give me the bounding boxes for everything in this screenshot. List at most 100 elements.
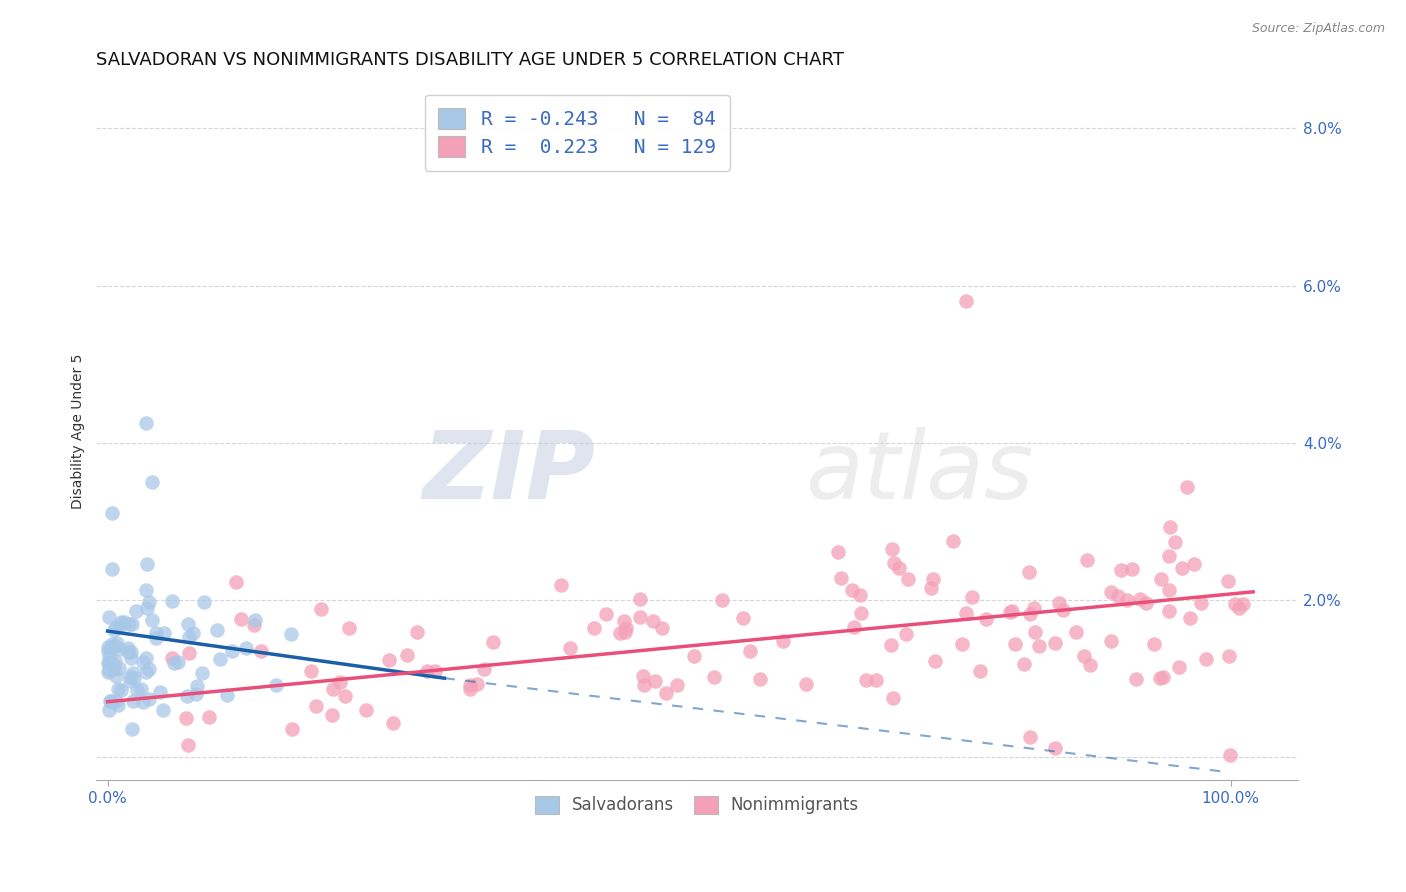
Point (1182, 557, 1205, 571)
Point (301, 665, 323, 679)
Point (243, 613, 266, 627)
Point (682, 648, 704, 663)
Point (108, 660, 131, 674)
Point (969, 665, 991, 679)
Point (243, 618, 266, 632)
Point (1019, 731, 1042, 745)
Point (711, 593, 734, 607)
Point (827, 545, 849, 559)
Point (1135, 596, 1157, 610)
Point (120, 651, 142, 665)
Point (129, 681, 152, 696)
Point (97, 665, 120, 680)
Point (467, 676, 489, 690)
Point (98, 703, 121, 717)
Point (974, 612, 997, 626)
Point (186, 679, 208, 693)
Point (1191, 596, 1213, 610)
Point (100, 636, 122, 650)
Point (644, 673, 666, 688)
Point (305, 699, 328, 714)
Point (941, 534, 963, 549)
Point (748, 672, 770, 686)
Point (177, 630, 200, 644)
Point (631, 669, 654, 683)
Point (110, 615, 132, 630)
Point (103, 662, 125, 676)
Point (107, 681, 129, 696)
Point (1004, 637, 1026, 651)
Point (1157, 549, 1180, 563)
Point (205, 623, 228, 637)
Point (193, 595, 215, 609)
Point (105, 694, 128, 708)
Point (122, 671, 145, 685)
Point (231, 612, 253, 626)
Point (1157, 582, 1180, 597)
Point (1216, 574, 1239, 588)
Point (235, 640, 257, 655)
Point (135, 665, 157, 679)
Point (1142, 637, 1164, 651)
Point (887, 561, 910, 575)
Point (731, 611, 754, 625)
Point (955, 294, 977, 309)
Point (962, 590, 984, 604)
Point (120, 674, 142, 689)
Point (103, 624, 125, 638)
Point (110, 683, 132, 698)
Point (998, 606, 1021, 620)
Point (613, 614, 636, 628)
Point (179, 647, 201, 661)
Point (882, 690, 904, 705)
Point (264, 678, 287, 692)
Point (280, 626, 302, 640)
Point (160, 594, 183, 608)
Point (141, 613, 163, 627)
Point (482, 635, 505, 649)
Point (848, 589, 870, 603)
Point (117, 617, 139, 632)
Point (1219, 748, 1241, 763)
Point (880, 541, 903, 556)
Point (633, 678, 655, 692)
Point (132, 655, 155, 669)
Point (163, 657, 186, 671)
Point (1045, 741, 1067, 756)
Point (117, 645, 139, 659)
Point (1019, 607, 1042, 621)
Point (135, 601, 157, 615)
Point (1001, 604, 1024, 618)
Point (1024, 624, 1046, 639)
Point (558, 640, 581, 655)
Point (138, 662, 160, 676)
Point (354, 703, 377, 717)
Point (138, 692, 160, 706)
Point (1022, 601, 1045, 615)
Point (849, 606, 872, 620)
Point (107, 698, 129, 712)
Point (100, 640, 122, 655)
Point (423, 664, 446, 678)
Point (135, 416, 157, 430)
Point (1073, 649, 1095, 664)
Point (378, 652, 401, 666)
Point (215, 688, 238, 702)
Point (97, 609, 120, 624)
Point (1195, 651, 1218, 665)
Point (922, 573, 945, 587)
Point (97, 663, 120, 677)
Point (1223, 597, 1246, 611)
Point (458, 678, 481, 692)
Point (1066, 625, 1088, 640)
Point (1150, 572, 1173, 586)
Point (117, 640, 139, 655)
Point (141, 475, 163, 489)
Point (101, 562, 124, 576)
Point (609, 625, 631, 640)
Point (1227, 600, 1250, 615)
Legend: Salvadorans, Nonimmigrants: Salvadorans, Nonimmigrants (526, 786, 869, 824)
Point (149, 685, 172, 699)
Point (1178, 610, 1201, 624)
Point (225, 574, 247, 589)
